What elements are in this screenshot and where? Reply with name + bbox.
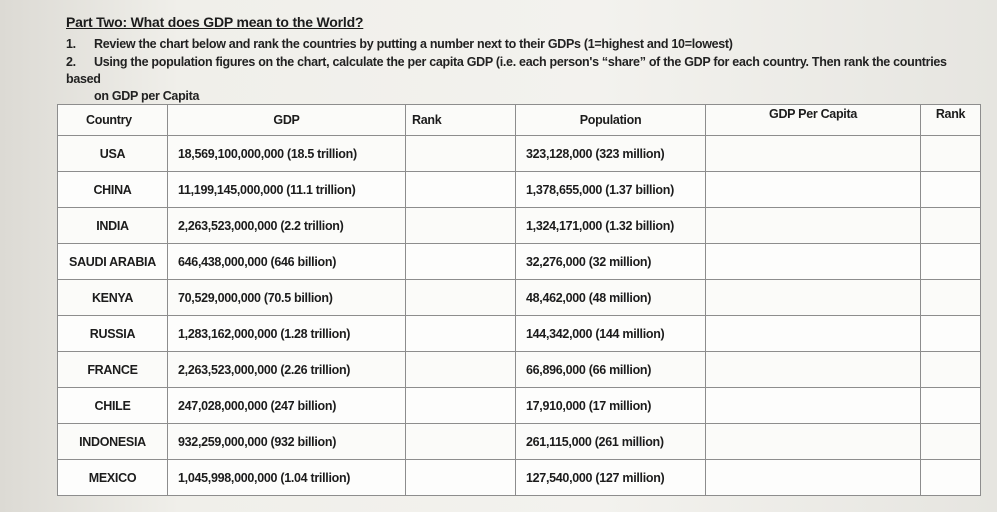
cell-rank-input[interactable] (405, 459, 516, 496)
cell-population: 144,342,000 (144 million) (515, 315, 706, 352)
cell-country: MEXICO (57, 459, 168, 496)
instruction-1: 1. Review the chart below and rank the co… (66, 37, 733, 51)
cell-country: INDONESIA (57, 423, 168, 460)
table-header-row: Country GDP Rank Population GDP Per Capi… (57, 104, 981, 136)
header-gdp-per-capita: GDP Per Capita (705, 104, 921, 136)
cell-rank-input[interactable] (405, 171, 516, 208)
cell-population: 1,324,171,000 (1.32 billion) (515, 207, 706, 244)
instruction-text: Review the chart below and rank the coun… (94, 37, 733, 51)
cell-gdp-per-capita-input[interactable] (705, 315, 921, 352)
cell-gdp: 932,259,000,000 (932 billion) (167, 423, 406, 460)
cell-rank-per-capita-input[interactable] (920, 279, 981, 316)
cell-gdp-per-capita-input[interactable] (705, 279, 921, 316)
instruction-text-continued: on GDP per Capita (94, 89, 200, 103)
cell-gdp: 1,283,162,000,000 (1.28 trillion) (167, 315, 406, 352)
table-row: FRANCE 2,263,523,000,000 (2.26 trillion) 6… (57, 351, 981, 388)
cell-country: CHINA (57, 171, 168, 208)
cell-rank-per-capita-input[interactable] (920, 423, 981, 460)
header-rank: Rank (405, 104, 516, 136)
cell-rank-input[interactable] (405, 243, 516, 280)
cell-rank-per-capita-input[interactable] (920, 171, 981, 208)
cell-rank-input[interactable] (405, 315, 516, 352)
cell-gdp-per-capita-input[interactable] (705, 243, 921, 280)
cell-gdp: 247,028,000,000 (247 billion) (167, 387, 406, 424)
cell-gdp-per-capita-input[interactable] (705, 423, 921, 460)
cell-population: 1,378,655,000 (1.37 billion) (515, 171, 706, 208)
cell-population: 48,462,000 (48 million) (515, 279, 706, 316)
cell-rank-input[interactable] (405, 279, 516, 316)
cell-rank-input[interactable] (405, 387, 516, 424)
cell-population: 17,910,000 (17 million) (515, 387, 706, 424)
cell-gdp-per-capita-input[interactable] (705, 387, 921, 424)
table-row: RUSSIA 1,283,162,000,000 (1.28 trillion) 1… (57, 315, 981, 352)
cell-gdp-per-capita-input[interactable] (705, 459, 921, 496)
cell-country: USA (57, 135, 168, 172)
cell-country: INDIA (57, 207, 168, 244)
cell-gdp: 70,529,000,000 (70.5 billion) (167, 279, 406, 316)
header-population: Population (515, 104, 706, 136)
cell-gdp: 1,045,998,000,000 (1.04 trillion) (167, 459, 406, 496)
table-row: CHINA 11,199,145,000,000 (11.1 trillion) 1… (57, 171, 981, 208)
cell-gdp: 11,199,145,000,000 (11.1 trillion) (167, 171, 406, 208)
header-gdp: GDP (167, 104, 406, 136)
table-row: SAUDI ARABIA 646,438,000,000 (646 billion… (57, 243, 981, 280)
cell-rank-input[interactable] (405, 207, 516, 244)
cell-population: 32,276,000 (32 million) (515, 243, 706, 280)
cell-population: 127,540,000 (127 million) (515, 459, 706, 496)
cell-rank-per-capita-input[interactable] (920, 351, 981, 388)
instruction-text: Using the population figures on the char… (66, 55, 947, 86)
table-row: INDIA 2,263,523,000,000 (2.2 trillion) 1,3… (57, 207, 981, 244)
cell-gdp: 2,263,523,000,000 (2.26 trillion) (167, 351, 406, 388)
header-country: Country (57, 104, 168, 136)
cell-rank-per-capita-input[interactable] (920, 459, 981, 496)
cell-rank-per-capita-input[interactable] (920, 135, 981, 172)
header-rank-per-capita: Rank (920, 104, 981, 136)
cell-population: 66,896,000 (66 million) (515, 351, 706, 388)
cell-rank-input[interactable] (405, 135, 516, 172)
cell-gdp-per-capita-input[interactable] (705, 135, 921, 172)
cell-population: 261,115,000 (261 million) (515, 423, 706, 460)
cell-country: CHILE (57, 387, 168, 424)
table-row: KENYA 70,529,000,000 (70.5 billion) 48,462… (57, 279, 981, 316)
cell-gdp: 2,263,523,000,000 (2.2 trillion) (167, 207, 406, 244)
cell-rank-input[interactable] (405, 423, 516, 460)
cell-country: SAUDI ARABIA (57, 243, 168, 280)
cell-gdp-per-capita-input[interactable] (705, 351, 921, 388)
cell-population: 323,128,000 (323 million) (515, 135, 706, 172)
cell-country: FRANCE (57, 351, 168, 388)
gdp-table: Country GDP Rank Population GDP Per Capi… (57, 104, 981, 496)
cell-country: KENYA (57, 279, 168, 316)
cell-country: RUSSIA (57, 315, 168, 352)
instruction-2: 2. Using the population figures on the ch… (66, 54, 956, 105)
cell-gdp-per-capita-input[interactable] (705, 171, 921, 208)
cell-gdp-per-capita-input[interactable] (705, 207, 921, 244)
cell-rank-per-capita-input[interactable] (920, 207, 981, 244)
cell-rank-input[interactable] (405, 351, 516, 388)
cell-gdp: 18,569,100,000,000 (18.5 trillion) (167, 135, 406, 172)
instruction-number: 2. (66, 55, 76, 69)
table-row: MEXICO 1,045,998,000,000 (1.04 trillion) 1… (57, 459, 981, 496)
table-row: USA 18,569,100,000,000 (18.5 trillion) 323… (57, 135, 981, 172)
cell-rank-per-capita-input[interactable] (920, 315, 981, 352)
cell-gdp: 646,438,000,000 (646 billion) (167, 243, 406, 280)
instruction-number: 1. (66, 37, 76, 51)
cell-rank-per-capita-input[interactable] (920, 387, 981, 424)
section-heading: Part Two: What does GDP mean to the Worl… (66, 14, 364, 30)
cell-rank-per-capita-input[interactable] (920, 243, 981, 280)
table-row: CHILE 247,028,000,000 (247 billion) 17,910… (57, 387, 981, 424)
table-row: INDONESIA 932,259,000,000 (932 billion) 26… (57, 423, 981, 460)
